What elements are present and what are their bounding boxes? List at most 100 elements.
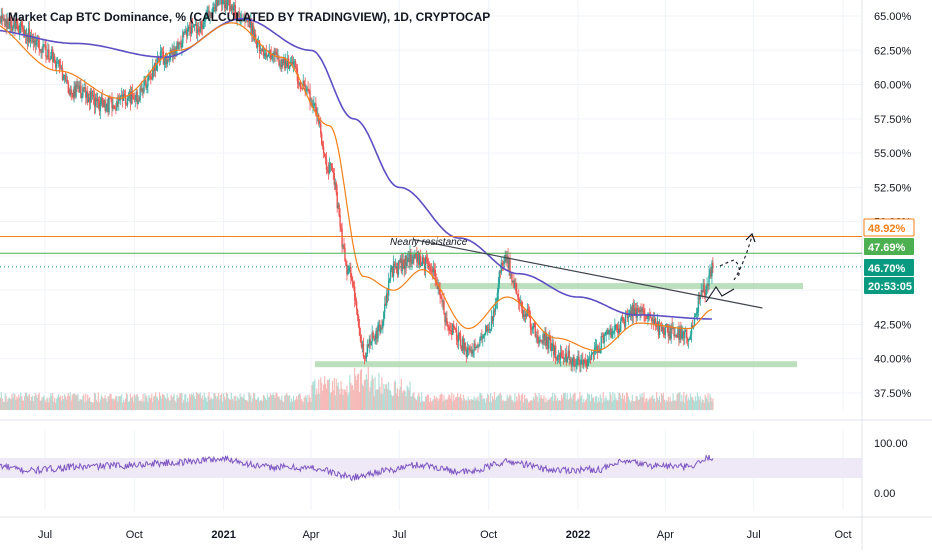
candle-body	[587, 360, 588, 367]
x-tick-label: Apr	[302, 529, 319, 541]
candle-body	[194, 25, 195, 26]
candle-body	[182, 32, 183, 44]
candle-body	[608, 330, 609, 334]
candle-body	[105, 106, 106, 111]
candle-body	[643, 311, 644, 315]
candle-body	[82, 87, 83, 96]
candle-body	[576, 360, 577, 365]
candle-body	[289, 66, 290, 69]
y-tick-label: 62.50%	[874, 45, 912, 57]
candle-body	[540, 340, 541, 341]
candle-body	[304, 81, 305, 85]
candle-body	[193, 26, 194, 27]
candle-body	[696, 314, 697, 315]
candle-body	[42, 44, 43, 52]
candle-body	[54, 56, 55, 61]
candle-body	[573, 357, 574, 365]
candle-body	[339, 215, 340, 227]
candle-body	[321, 134, 322, 145]
candle-body	[333, 171, 334, 173]
candle-body	[57, 63, 58, 64]
candle-body	[605, 332, 606, 335]
candle-body	[229, 0, 230, 6]
y-tick-label: 42.50%	[874, 319, 912, 331]
candle-body	[663, 327, 664, 332]
candle-body	[329, 165, 330, 173]
candle-body	[705, 286, 706, 295]
candle-body	[567, 358, 568, 362]
x-tick-label: Oct	[834, 529, 851, 541]
candle-body	[388, 281, 389, 296]
candle-body	[530, 318, 531, 328]
candle-body	[382, 321, 383, 328]
candle-body	[374, 339, 375, 340]
candle-body	[351, 278, 352, 281]
candle-body	[428, 262, 429, 264]
candle-body	[80, 86, 81, 99]
candle-body	[360, 336, 361, 342]
candle-body	[268, 54, 269, 57]
candle-body	[601, 336, 602, 349]
candle-body	[555, 346, 556, 359]
candle-body	[108, 98, 109, 112]
candle-body	[150, 77, 151, 79]
candle-body	[448, 327, 449, 330]
candle-body	[336, 183, 337, 192]
candle-body	[616, 325, 617, 329]
candle-body	[164, 61, 165, 64]
candle-body	[564, 358, 565, 359]
candle-body	[403, 260, 404, 264]
candle-body	[659, 324, 660, 334]
candle-body	[509, 259, 510, 276]
candle-body	[178, 43, 179, 50]
candle-body	[113, 105, 114, 108]
candle-body	[447, 324, 448, 327]
candle-body	[372, 332, 373, 338]
candle-body	[516, 291, 517, 294]
candle-body	[411, 263, 412, 264]
x-tick-label: Jul	[38, 529, 52, 541]
candle-body	[561, 353, 562, 357]
candle-body	[614, 325, 615, 331]
candle-body	[22, 27, 23, 29]
candle-body	[325, 157, 326, 160]
candle-body	[358, 316, 359, 326]
candle-body	[435, 270, 436, 279]
candle-body	[390, 270, 391, 279]
candle-body	[700, 296, 701, 299]
candle-body	[308, 90, 309, 91]
candle-body	[322, 145, 323, 147]
candle-body	[602, 336, 603, 337]
candle-body	[580, 360, 581, 364]
y-tick-label: 37.50%	[874, 388, 912, 400]
candle-body	[143, 82, 144, 93]
candle-body	[343, 246, 344, 249]
candle-body	[421, 265, 422, 266]
candle-body	[613, 331, 614, 332]
candle-body	[394, 264, 395, 267]
candle-body	[68, 82, 69, 93]
candle-body	[538, 341, 539, 342]
candle-body	[338, 205, 339, 216]
price-badge-label: 48.92%	[868, 223, 906, 235]
y-tick-label: 52.50%	[874, 182, 912, 194]
x-tick-label: Oct	[480, 529, 497, 541]
oscillator-panel	[0, 455, 862, 480]
candle-body	[703, 284, 704, 292]
candle-body	[456, 330, 457, 340]
candle-body	[128, 97, 129, 98]
candle-body	[81, 97, 82, 98]
candle-body	[484, 334, 485, 336]
countdown-label: 20:53:05	[868, 281, 912, 293]
candle-body	[440, 297, 441, 298]
y-tick-label: 40.00%	[874, 354, 912, 366]
candle-body	[423, 257, 424, 263]
candle-body	[278, 57, 279, 65]
y-tick-label: 57.50%	[874, 114, 912, 126]
candle-body	[350, 267, 351, 277]
candle-body	[502, 263, 503, 264]
candle-body	[469, 348, 470, 349]
candle-body	[17, 24, 18, 30]
